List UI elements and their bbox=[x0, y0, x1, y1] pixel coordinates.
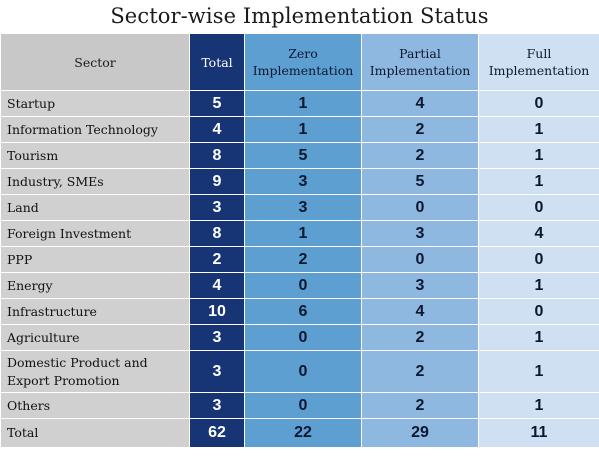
zero-implementation-cell: 3 bbox=[244, 168, 362, 195]
table-row: Domestic Product and Export Promotion 3 0 2… bbox=[0, 350, 599, 393]
total-cell: 3 bbox=[189, 324, 245, 351]
partial-implementation-cell: 5 bbox=[361, 168, 479, 195]
full-implementation-cell: 4 bbox=[478, 220, 599, 247]
sector-cell: Foreign Investment bbox=[0, 220, 190, 247]
header-zero-implementation: Zero Implementation bbox=[244, 33, 362, 91]
sector-cell: Infrastructure bbox=[0, 298, 190, 325]
table-body: Startup 5 1 4 0 Information Technology 4 1 2 1 Tou… bbox=[0, 90, 599, 448]
partial-implementation-cell: 3 bbox=[361, 272, 479, 299]
partial-implementation-cell: 0 bbox=[361, 194, 479, 221]
total-cell: 3 bbox=[189, 194, 245, 221]
zero-implementation-cell: 3 bbox=[244, 194, 362, 221]
partial-implementation-cell: 2 bbox=[361, 350, 479, 393]
total-cell: 3 bbox=[189, 392, 245, 419]
table-row: Startup 5 1 4 0 bbox=[0, 90, 599, 117]
partial-implementation-cell: 2 bbox=[361, 142, 479, 169]
table-row: PPP 2 2 0 0 bbox=[0, 246, 599, 273]
partial-implementation-cell: 2 bbox=[361, 324, 479, 351]
zero-implementation-cell: 1 bbox=[244, 116, 362, 143]
partial-implementation-cell: 3 bbox=[361, 220, 479, 247]
total-cell: 4 bbox=[189, 116, 245, 143]
table-row: Industry, SMEs 9 3 5 1 bbox=[0, 168, 599, 195]
sector-cell: Domestic Product and Export Promotion bbox=[0, 350, 190, 393]
sector-cell: Land bbox=[0, 194, 190, 221]
table-row: Infrastructure 10 6 4 0 bbox=[0, 298, 599, 325]
zero-implementation-cell: 2 bbox=[244, 246, 362, 273]
full-implementation-cell: 1 bbox=[478, 142, 599, 169]
header-full-implementation: Full Implementation bbox=[478, 33, 599, 91]
full-implementation-cell: 0 bbox=[478, 298, 599, 325]
total-cell: 8 bbox=[189, 142, 245, 169]
table-row: Tourism 8 5 2 1 bbox=[0, 142, 599, 169]
total-cell: 4 bbox=[189, 272, 245, 299]
total-cell: 3 bbox=[189, 350, 245, 393]
sector-cell: Tourism bbox=[0, 142, 190, 169]
full-implementation-cell: 1 bbox=[478, 168, 599, 195]
full-implementation-cell: 1 bbox=[478, 116, 599, 143]
total-row: Total 62 22 29 11 bbox=[0, 418, 599, 448]
full-implementation-cell: 1 bbox=[478, 392, 599, 419]
full-implementation-cell: 0 bbox=[478, 194, 599, 221]
zero-implementation-cell: 1 bbox=[244, 220, 362, 247]
table-row: Others 3 0 2 1 bbox=[0, 392, 599, 419]
zero-implementation-cell: 1 bbox=[244, 90, 362, 117]
partial-implementation-cell: 4 bbox=[361, 90, 479, 117]
full-implementation-cell: 11 bbox=[478, 418, 599, 448]
zero-implementation-cell: 0 bbox=[244, 324, 362, 351]
total-cell: 9 bbox=[189, 168, 245, 195]
header-sector: Sector bbox=[0, 33, 190, 91]
partial-implementation-cell: 29 bbox=[361, 418, 479, 448]
table-row: Foreign Investment 8 1 3 4 bbox=[0, 220, 599, 247]
header-partial-implementation: Partial Implementation bbox=[361, 33, 479, 91]
status-table: Sector Total Zero Implementation Partial… bbox=[0, 33, 599, 448]
sector-cell: Others bbox=[0, 392, 190, 419]
full-implementation-cell: 0 bbox=[478, 246, 599, 273]
total-cell: 2 bbox=[189, 246, 245, 273]
full-implementation-cell: 1 bbox=[478, 272, 599, 299]
zero-implementation-cell: 6 bbox=[244, 298, 362, 325]
zero-implementation-cell: 5 bbox=[244, 142, 362, 169]
total-cell: 5 bbox=[189, 90, 245, 117]
table-row: Agriculture 3 0 2 1 bbox=[0, 324, 599, 351]
partial-implementation-cell: 2 bbox=[361, 116, 479, 143]
total-cell: 10 bbox=[189, 298, 245, 325]
total-cell: 8 bbox=[189, 220, 245, 247]
sector-cell: Industry, SMEs bbox=[0, 168, 190, 195]
sector-cell: PPP bbox=[0, 246, 190, 273]
sector-cell: Information Technology bbox=[0, 116, 190, 143]
sector-cell: Startup bbox=[0, 90, 190, 117]
partial-implementation-cell: 4 bbox=[361, 298, 479, 325]
full-implementation-cell: 0 bbox=[478, 90, 599, 117]
chart-title: Sector-wise Implementation Status bbox=[110, 4, 489, 28]
table-row: Land 3 3 0 0 bbox=[0, 194, 599, 221]
table-row: Information Technology 4 1 2 1 bbox=[0, 116, 599, 143]
partial-implementation-cell: 2 bbox=[361, 392, 479, 419]
full-implementation-cell: 1 bbox=[478, 350, 599, 393]
total-cell: 62 bbox=[189, 418, 245, 448]
sector-cell: Energy bbox=[0, 272, 190, 299]
full-implementation-cell: 1 bbox=[478, 324, 599, 351]
zero-implementation-cell: 22 bbox=[244, 418, 362, 448]
sector-cell: Total bbox=[0, 418, 190, 448]
zero-implementation-cell: 0 bbox=[244, 350, 362, 393]
zero-implementation-cell: 0 bbox=[244, 392, 362, 419]
sector-cell: Agriculture bbox=[0, 324, 190, 351]
table-row: Energy 4 0 3 1 bbox=[0, 272, 599, 299]
header-row: Sector Total Zero Implementation Partial… bbox=[0, 33, 599, 91]
header-total: Total bbox=[189, 33, 245, 91]
zero-implementation-cell: 0 bbox=[244, 272, 362, 299]
partial-implementation-cell: 0 bbox=[361, 246, 479, 273]
